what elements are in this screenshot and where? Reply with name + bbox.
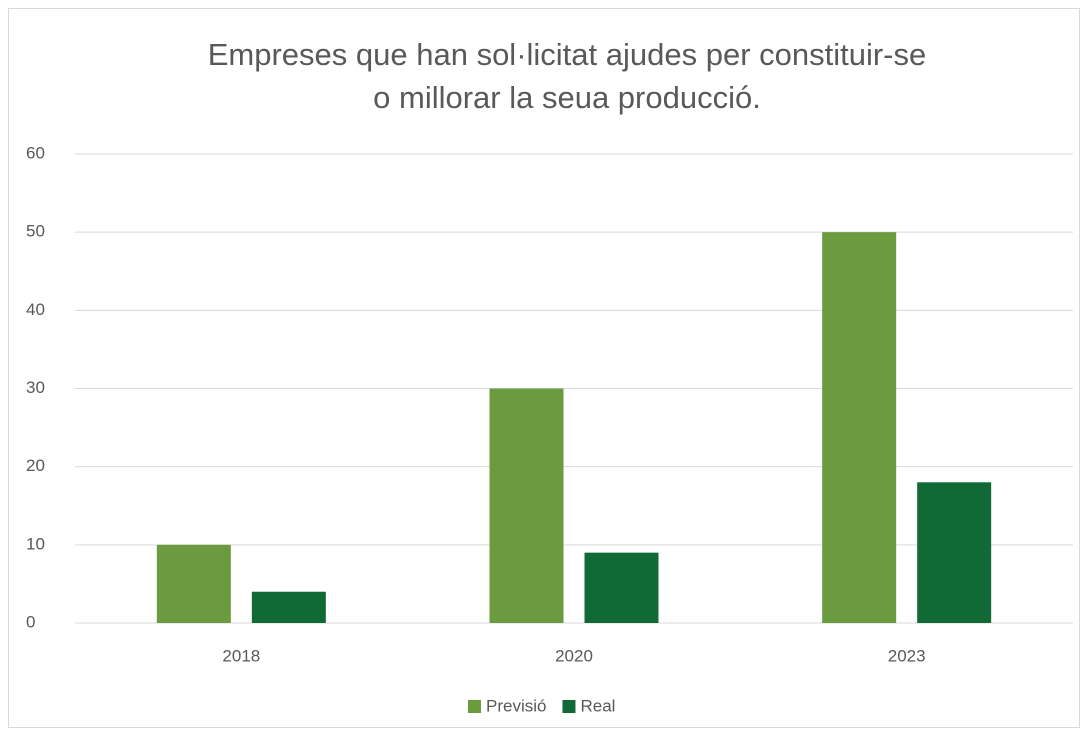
x-tick-label: 2020 <box>555 646 593 665</box>
y-tick-label: 20 <box>26 456 45 475</box>
chart-title: Empreses que han sol·licitat ajudes per … <box>208 37 927 72</box>
bar <box>822 232 897 623</box>
y-tick-label: 30 <box>26 378 45 397</box>
chart-title: o millorar la seua producció. <box>373 80 761 115</box>
bar <box>584 552 659 623</box>
bar <box>156 544 231 623</box>
bar <box>489 388 564 623</box>
bar <box>917 482 992 623</box>
legend-label: Real <box>580 696 615 715</box>
x-tick-label: 2023 <box>888 646 926 665</box>
bar <box>251 591 326 623</box>
legend-swatch <box>468 700 481 713</box>
legend-label: Previsió <box>486 696 546 715</box>
x-tick-label: 2018 <box>222 646 260 665</box>
y-tick-label: 0 <box>26 612 35 631</box>
legend-swatch <box>562 700 576 713</box>
y-tick-label: 40 <box>26 300 45 319</box>
y-tick-label: 60 <box>26 143 45 162</box>
y-tick-label: 10 <box>26 534 45 553</box>
y-tick-label: 50 <box>26 222 45 241</box>
